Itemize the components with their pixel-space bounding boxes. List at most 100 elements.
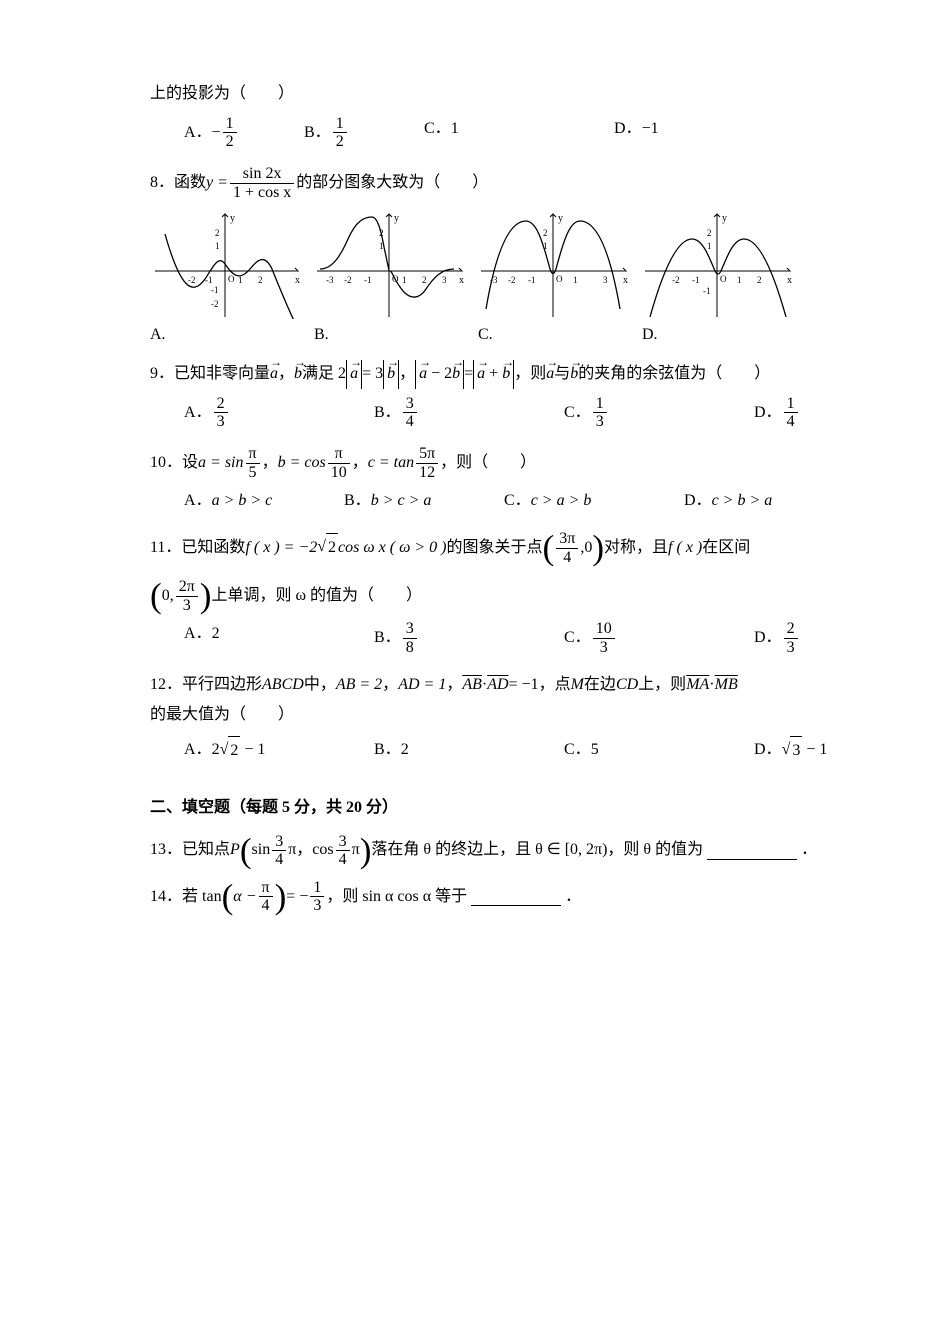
q10-D: D．c > b > a (684, 487, 774, 516)
svg-text:-3: -3 (326, 275, 334, 285)
q8-suffix: 的部分图象大致为（ ） (296, 169, 488, 198)
q10-b: b = cos (278, 449, 326, 478)
svg-text:y: y (230, 213, 235, 224)
q9-t3: 满足 2 (302, 360, 346, 389)
svg-text:x: x (623, 275, 628, 286)
svg-text:3: 3 (603, 275, 608, 285)
q7-tail-text: 上的投影为（ ） (150, 85, 294, 102)
svg-text:-1: -1 (703, 286, 711, 296)
abs-a+b: a + b (473, 360, 514, 389)
q13-t2: 落在角 θ 的终边上，且 θ ∈ [0, 2π)，则 θ 的值为 (371, 836, 703, 865)
q10-B: B．b > c > a (344, 487, 474, 516)
svg-text:y: y (558, 213, 563, 224)
q12-l1: 12． 平行四边形 ABCD 中， AB = 2， AD = 1， AB·AD … (150, 671, 885, 700)
sqrt-2: 2 (317, 533, 338, 563)
q12-t4: 在边 (584, 671, 616, 700)
vec-a: a (270, 360, 278, 389)
q8-y: y = (206, 169, 228, 198)
q9-c1: ， (399, 360, 415, 389)
q11-fx: f ( x ) = −2 (245, 534, 317, 563)
svg-text:-2: -2 (344, 275, 352, 285)
svg-text:x: x (787, 275, 792, 286)
q11-t3: 对称，且 (604, 534, 668, 563)
q12-t2: 中， (304, 671, 336, 700)
q7-tail: 上的投影为（ ） (150, 80, 885, 109)
svg-text:O: O (228, 274, 235, 284)
abs-b: b (383, 360, 399, 389)
q12-t5: 上，则 (638, 671, 686, 700)
q11-l2: ( 0, 2π3 ) 上单调，则 ω 的值为（ ） (150, 578, 885, 614)
q8-D-lbl: D. (642, 321, 658, 350)
q11-t2: 的图象关于点 (447, 534, 543, 563)
q13-P: P (230, 836, 240, 865)
q7-D: D．−1 (614, 115, 704, 151)
q8-graph-A: yx -2-1 12 12 -1-2 O A. (150, 209, 300, 350)
svg-text:x: x (295, 275, 300, 286)
q11-t4: 在区间 (702, 534, 750, 563)
svg-text:2: 2 (215, 228, 220, 238)
q10-c: c = tan (368, 449, 414, 478)
vec-b2: b (570, 360, 578, 389)
q10-a: a = sin (198, 449, 243, 478)
q14-t1: 若 tan (182, 883, 222, 912)
q8-prefix: 函数 (174, 169, 206, 198)
q12-A: A．22 − 1 (184, 736, 344, 766)
q14: 14． 若 tan ( α − π4 ) = − 13 ，则 sin α cos… (150, 879, 885, 915)
q13: 13． 已知点 P ( sin 34 π ， cos 34 π ) 落在角 θ … (150, 833, 885, 869)
q9-t4: ，则 (514, 360, 546, 389)
svg-text:1: 1 (402, 275, 407, 285)
q10-A: A．a > b > c (184, 487, 314, 516)
q9-num: 9． (150, 360, 174, 389)
blank-14[interactable] (471, 888, 561, 907)
curve-D (650, 239, 786, 317)
svg-text:y: y (722, 213, 727, 224)
svg-text:-1: -1 (692, 275, 700, 285)
q9-B: B．34 (374, 395, 534, 431)
q9-t6: 的夹角的余弦值为（ ） (578, 360, 770, 389)
svg-text:2: 2 (543, 228, 548, 238)
q8-frac-num: sin 2x (230, 165, 294, 184)
q11-B: B．38 (374, 620, 534, 656)
q8-num: 8． (150, 169, 174, 198)
svg-text:1: 1 (573, 275, 578, 285)
q10-t1: 设 (182, 449, 198, 478)
q11-t1: 已知函数 (181, 534, 245, 563)
svg-text:-2: -2 (672, 275, 680, 285)
q7-A: A．−12 (184, 115, 274, 151)
q11-t5: 上单调，则 ω 的值为（ ） (212, 582, 423, 611)
q11-options: A．2 B．38 C．103 D．23 (184, 620, 885, 656)
svg-text:3: 3 (442, 275, 447, 285)
q8: 8． 函数 y = sin 2x 1 + cos x 的部分图象大致为（ ） (150, 165, 885, 201)
q9-options: A．23 B．34 C．13 D．14 (184, 395, 885, 431)
q8-graph-D: yx -2-1 12 12 -1 O D. (642, 209, 792, 350)
q8-graph-B: yx -3-2-1 123 12 O B. (314, 209, 464, 350)
svg-text:x: x (459, 275, 464, 286)
svg-text:2: 2 (258, 275, 263, 285)
blank-13[interactable] (707, 841, 797, 860)
q13-t1: 已知点 (182, 836, 230, 865)
q9: 9． 已知非零向量 a ， b 满足 2 a = 3 b ， a − 2b = … (150, 360, 885, 389)
q8-frac: sin 2x 1 + cos x (230, 165, 294, 201)
q12-CD: CD (616, 671, 638, 700)
q14-num: 14． (150, 883, 182, 912)
q12-options: A．22 − 1 B．2 C．5 D．3 − 1 (184, 736, 885, 766)
q9-A: A．23 (184, 395, 344, 431)
svg-text:2: 2 (422, 275, 427, 285)
q7-C: C．1 (424, 115, 584, 151)
svg-text:2: 2 (707, 228, 712, 238)
q10-options: A．a > b > c B．b > c > a C．c > a > b D．c … (184, 487, 885, 516)
q8-graphs: yx -2-1 12 12 -1-2 O A. yx -3-2-1 123 12… (150, 209, 885, 350)
q12-num: 12． (150, 671, 182, 700)
q10-C: C．c > a > b (504, 487, 654, 516)
q9-C: C．13 (564, 395, 724, 431)
q8-B-lbl: B. (314, 321, 329, 350)
svg-text:O: O (720, 274, 727, 284)
q8-frac-den: 1 + cos x (230, 184, 294, 202)
q10: 10． 设 a = sin π5 ， b = cos π10 ， c = tan… (150, 445, 885, 481)
chart-A: yx -2-1 12 12 -1-2 O (150, 209, 300, 319)
svg-text:1: 1 (215, 241, 220, 251)
q12-l2: 的最大值为（ ） (150, 701, 885, 730)
q12-ab: AB = 2 (336, 671, 382, 700)
q12-B: B．2 (374, 736, 534, 766)
q12-ad: AD = 1 (398, 671, 446, 700)
